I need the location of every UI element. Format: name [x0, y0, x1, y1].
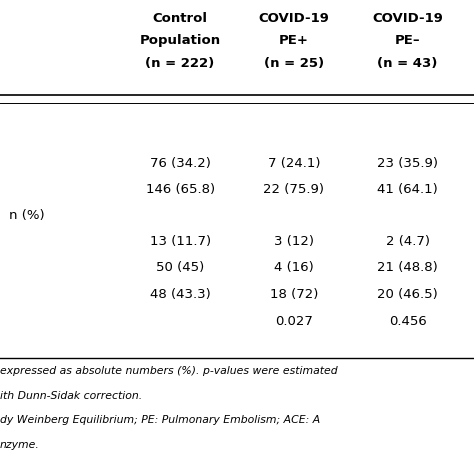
Text: (n = 43): (n = 43): [377, 57, 438, 71]
Text: 22 (75.9): 22 (75.9): [264, 183, 324, 196]
Text: 7 (24.1): 7 (24.1): [268, 157, 320, 170]
Text: 4 (16): 4 (16): [274, 261, 314, 274]
Text: 76 (34.2): 76 (34.2): [150, 157, 210, 170]
Text: 13 (11.7): 13 (11.7): [150, 235, 210, 248]
Text: (n = 25): (n = 25): [264, 57, 324, 71]
Text: ith Dunn-Sidak correction.: ith Dunn-Sidak correction.: [0, 391, 142, 401]
Text: Population: Population: [139, 34, 221, 47]
Text: COVID-19: COVID-19: [258, 12, 329, 26]
Text: 41 (64.1): 41 (64.1): [377, 183, 438, 196]
Text: nzyme.: nzyme.: [0, 440, 40, 450]
Text: 50 (45): 50 (45): [156, 261, 204, 274]
Text: n (%): n (%): [9, 209, 45, 222]
Text: PE+: PE+: [279, 34, 309, 47]
Text: 23 (35.9): 23 (35.9): [377, 157, 438, 170]
Text: PE–: PE–: [395, 34, 420, 47]
Text: Control: Control: [153, 12, 208, 26]
Text: 18 (72): 18 (72): [270, 288, 318, 301]
Text: 3 (12): 3 (12): [274, 235, 314, 248]
Text: expressed as absolute numbers (%). p-values were estimated: expressed as absolute numbers (%). p-val…: [0, 366, 337, 376]
Text: 21 (48.8): 21 (48.8): [377, 261, 438, 274]
Text: 0.027: 0.027: [275, 315, 313, 328]
Text: 20 (46.5): 20 (46.5): [377, 288, 438, 301]
Text: (n = 222): (n = 222): [146, 57, 215, 71]
Text: dy Weinberg Equilibrium; PE: Pulmonary Embolism; ACE: A: dy Weinberg Equilibrium; PE: Pulmonary E…: [0, 415, 320, 425]
Text: 0.456: 0.456: [389, 315, 427, 328]
Text: COVID-19: COVID-19: [372, 12, 443, 26]
Text: 146 (65.8): 146 (65.8): [146, 183, 215, 196]
Text: 2 (4.7): 2 (4.7): [386, 235, 429, 248]
Text: 48 (43.3): 48 (43.3): [150, 288, 210, 301]
